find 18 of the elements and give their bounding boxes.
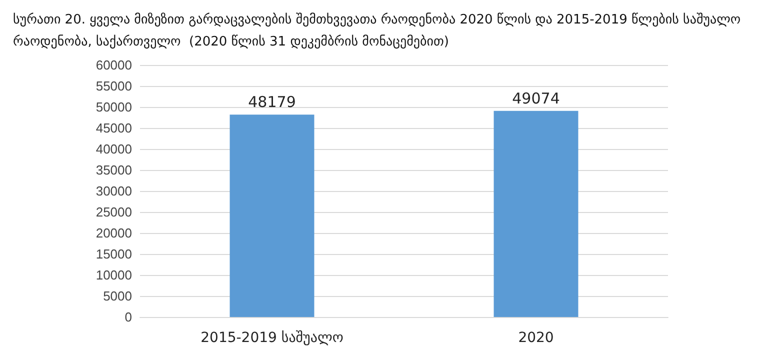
x-tick-label: 2020 bbox=[518, 330, 554, 346]
y-tick-label: 20000 bbox=[96, 226, 132, 240]
y-tick-label: 55000 bbox=[96, 78, 132, 94]
data-label: 49074 bbox=[512, 89, 560, 108]
y-tick-label: 45000 bbox=[96, 120, 132, 136]
y-tick-label: 5000 bbox=[103, 288, 132, 304]
data-label: 48179 bbox=[248, 93, 296, 112]
y-tick-label: 40000 bbox=[96, 142, 132, 156]
y-tick-label: 15000 bbox=[96, 246, 132, 262]
x-tick-label: 2015-2019 საშუალო bbox=[200, 330, 344, 346]
y-tick-label: 60000 bbox=[96, 58, 132, 72]
y-tick-label: 35000 bbox=[96, 162, 132, 178]
y-tick-label: 0 bbox=[124, 310, 132, 324]
y-tick-label: 10000 bbox=[96, 268, 132, 282]
chart-title: სურათი 20. ყველა მიზეზით გარდაცვალების შემთხვევათა რაოდენობა 2020 წლის და 2015-2019 წლების საშუალო რაოდენობა, საქართველო (2020 წლის 31 დეკემბრის მონაცემებით) bbox=[13, 12, 745, 50]
y-tick-label: 30000 bbox=[96, 184, 132, 198]
y-tick-label: 50000 bbox=[96, 100, 132, 114]
y-tick-label: 25000 bbox=[96, 204, 132, 220]
